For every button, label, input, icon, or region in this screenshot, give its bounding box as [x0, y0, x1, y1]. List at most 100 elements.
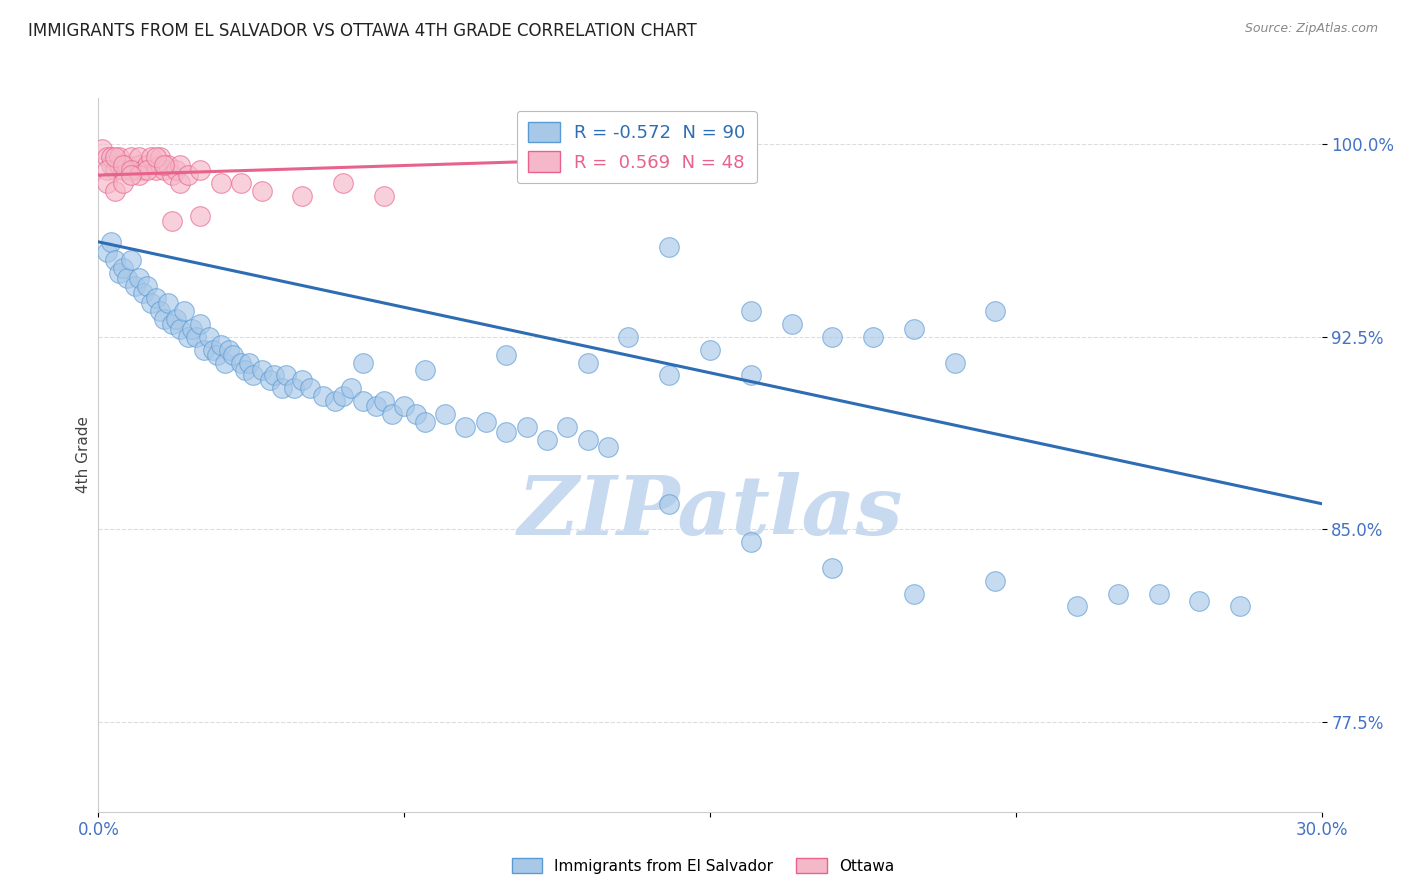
Point [100, 235, 122, 249]
Point [96, 163, 118, 178]
Point [214, 355, 236, 369]
Point [156, 158, 179, 172]
Point [124, 163, 146, 178]
Point [250, 363, 273, 377]
Point [862, 330, 884, 344]
Point [96, 150, 118, 164]
Point [242, 368, 264, 383]
Point [149, 150, 172, 164]
Point [209, 337, 232, 351]
Point [152, 163, 174, 178]
Text: Source: ZipAtlas.com: Source: ZipAtlas.com [1244, 22, 1378, 36]
Point [201, 343, 224, 357]
Point [740, 368, 762, 383]
Point [658, 240, 681, 254]
Point [283, 381, 305, 395]
Point [1107, 586, 1129, 600]
Point [373, 394, 395, 409]
Point [188, 317, 212, 331]
Point [128, 158, 150, 172]
Point [495, 425, 517, 439]
Point [231, 176, 253, 190]
Point [821, 561, 844, 575]
Legend: Immigrants from El Salvador, Ottawa: Immigrants from El Salvador, Ottawa [506, 852, 900, 880]
Point [984, 304, 1007, 318]
Point [120, 252, 142, 267]
Point [169, 322, 191, 336]
Point [392, 399, 416, 413]
Point [111, 163, 134, 178]
Point [181, 322, 204, 336]
Point [141, 150, 163, 164]
Point [291, 188, 314, 202]
Point [120, 168, 142, 182]
Point [943, 355, 966, 369]
Point [128, 168, 150, 182]
Point [238, 355, 260, 369]
Point [160, 168, 183, 182]
Point [100, 150, 122, 164]
Point [1188, 594, 1211, 608]
Point [312, 389, 335, 403]
Text: IMMIGRANTS FROM EL SALVADOR VS OTTAWA 4TH GRADE CORRELATION CHART: IMMIGRANTS FROM EL SALVADOR VS OTTAWA 4T… [28, 22, 697, 40]
Point [120, 150, 142, 164]
Point [145, 163, 167, 178]
Point [104, 163, 127, 178]
Point [111, 176, 134, 190]
Point [413, 363, 436, 377]
Point [141, 296, 163, 310]
Point [100, 158, 122, 172]
Point [617, 150, 640, 164]
Point [152, 158, 174, 172]
Text: ZIPatlas: ZIPatlas [517, 472, 903, 552]
Point [903, 322, 925, 336]
Point [104, 150, 127, 164]
Point [132, 286, 155, 301]
Point [115, 270, 138, 285]
Point [740, 535, 762, 549]
Point [454, 419, 477, 434]
Point [108, 158, 131, 172]
Point [188, 209, 212, 223]
Point [259, 374, 281, 388]
Point [1147, 586, 1170, 600]
Point [323, 394, 346, 409]
Point [136, 158, 159, 172]
Point [740, 304, 762, 318]
Point [1229, 599, 1251, 614]
Point [165, 163, 187, 178]
Point [364, 399, 387, 413]
Point [96, 176, 118, 190]
Point [149, 304, 172, 318]
Point [413, 415, 436, 429]
Point [111, 158, 134, 172]
Point [160, 214, 183, 228]
Point [96, 245, 118, 260]
Point [617, 330, 640, 344]
Point [218, 343, 240, 357]
Point [352, 355, 374, 369]
Point [193, 343, 215, 357]
Point [186, 330, 208, 344]
Point [903, 586, 925, 600]
Point [291, 374, 314, 388]
Point [250, 184, 273, 198]
Point [177, 330, 200, 344]
Point [231, 355, 253, 369]
Point [984, 574, 1007, 588]
Point [128, 150, 150, 164]
Point [658, 497, 681, 511]
Point [205, 348, 228, 362]
Point [111, 260, 134, 275]
Point [152, 311, 174, 326]
Point [188, 163, 212, 178]
Point [197, 330, 219, 344]
Point [516, 419, 538, 434]
Point [128, 270, 150, 285]
Point [405, 407, 427, 421]
Point [132, 163, 155, 178]
Point [780, 317, 803, 331]
Point [149, 158, 172, 172]
Point [104, 184, 127, 198]
Point [136, 278, 159, 293]
